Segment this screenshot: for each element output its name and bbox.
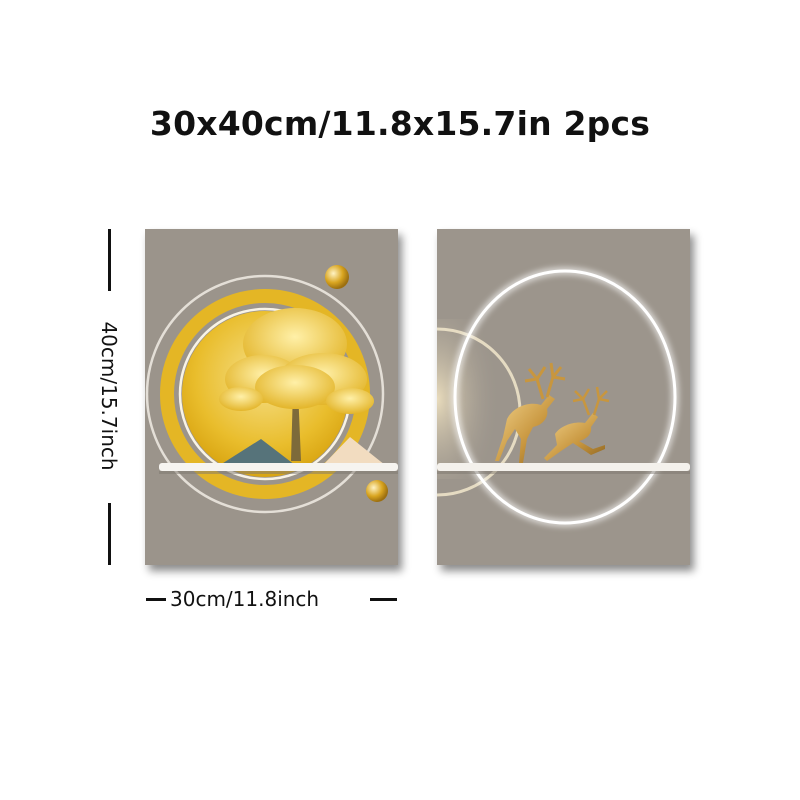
height-dimension-line-bottom [108, 503, 111, 565]
size-title: 30x40cm/11.8x15.7in 2pcs [149, 104, 651, 143]
height-dimension-label: 40cm/15.7inch [97, 321, 121, 471]
deer-artwork [437, 229, 690, 565]
golden-tree-artwork [145, 229, 398, 565]
deer-panel [437, 229, 690, 565]
width-dimension-line-left [146, 598, 166, 601]
width-dimension-label: 30cm/11.8inch [170, 587, 320, 611]
width-dimension-line-right [370, 598, 397, 601]
height-dimension-line-top [108, 229, 111, 291]
golden-tree-panel [145, 229, 398, 565]
